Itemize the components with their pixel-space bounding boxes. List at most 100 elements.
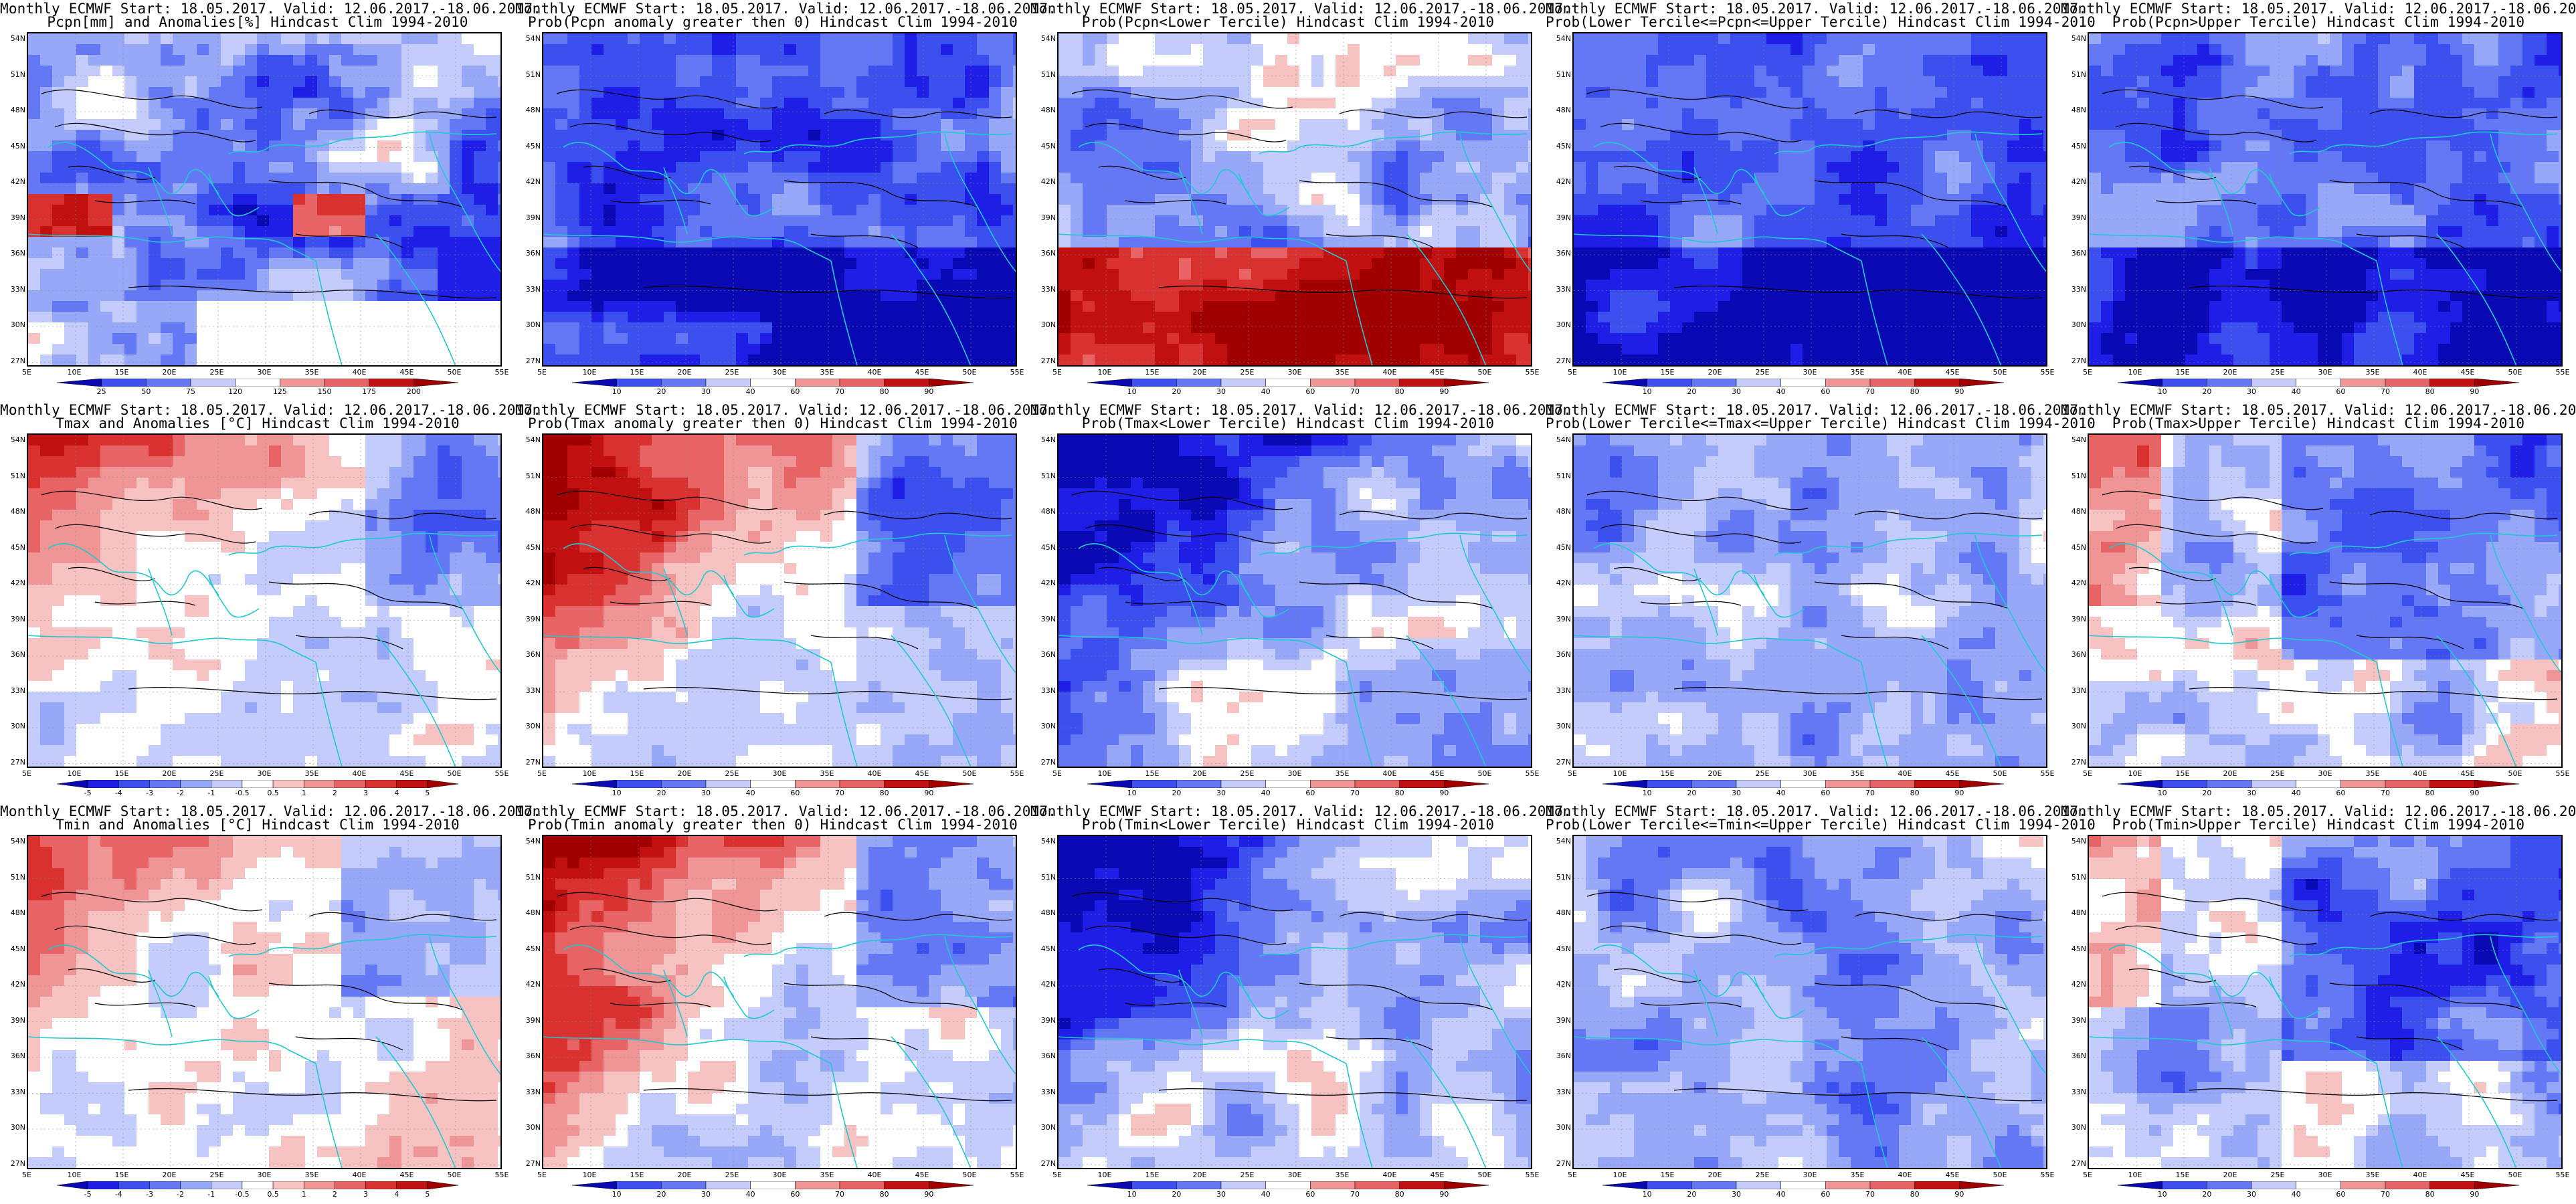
field-cell: [1718, 162, 1731, 173]
field-cell: [52, 269, 65, 280]
field-cell: [329, 290, 342, 302]
field-cell: [616, 365, 628, 367]
field-cell: [977, 355, 990, 365]
field-cell: [1935, 66, 1948, 77]
lon-tick-label: 5E: [1052, 369, 1062, 377]
field-cell: [1083, 162, 1095, 173]
field-cell: [567, 312, 580, 323]
field-cell: [365, 87, 378, 98]
field-cell: [161, 87, 173, 98]
field-cell: [1516, 33, 1529, 45]
field-cell: [640, 344, 652, 355]
field-cell: [317, 162, 330, 173]
field-cell: [2031, 162, 2044, 173]
field-cell: [856, 365, 869, 367]
field-cell: [820, 44, 833, 56]
field-cell: [2031, 205, 2044, 216]
field-cell: [1155, 33, 1168, 45]
field-cell: [2019, 247, 2032, 259]
field-cell: [1372, 194, 1384, 205]
field-cell: [1528, 333, 1531, 344]
field-cell: [233, 280, 246, 291]
field-cell: [1754, 55, 1767, 66]
field-cell: [112, 290, 125, 302]
field-cell: [700, 55, 713, 66]
field-cell: [269, 247, 282, 259]
field-cell: [1742, 226, 1755, 237]
field-cell: [1610, 205, 1623, 216]
field-cell: [989, 237, 1002, 248]
field-cell: [426, 173, 438, 184]
field-cell: [1323, 205, 1336, 216]
field-cell: [1227, 119, 1240, 130]
field-cell: [40, 258, 53, 270]
colorbar-segment: [572, 379, 617, 387]
field-cell: [1167, 183, 1180, 195]
field-cell: [688, 312, 701, 323]
field-cell: [2007, 151, 2020, 163]
field-cell: [1396, 66, 1408, 77]
field-cell: [736, 365, 749, 367]
field-cell: [1959, 108, 1972, 120]
field-cell: [1670, 247, 1683, 259]
field-cell: [2019, 258, 2032, 270]
field-cell: [197, 301, 209, 312]
field-cell: [1730, 215, 1743, 227]
field-cell: [1706, 108, 1719, 120]
field-cell: [197, 312, 209, 323]
field-cell: [1348, 312, 1360, 323]
field-cell: [1311, 119, 1324, 130]
lon-tick-label: 45E: [400, 369, 414, 377]
field-cell: [1432, 290, 1445, 302]
field-cell: [233, 76, 246, 88]
field-cell: [377, 301, 390, 312]
field-cell: [1360, 237, 1372, 248]
field-cell: [1480, 290, 1493, 302]
field-cell: [676, 344, 688, 355]
field-cell: [1155, 87, 1168, 98]
field-cell: [185, 33, 197, 45]
field-cell: [1311, 344, 1324, 355]
field-cell: [124, 162, 137, 173]
field-cell: [1131, 355, 1143, 365]
field-cell: [1959, 173, 1972, 184]
field-cell: [1215, 247, 1228, 259]
field-cell: [88, 76, 101, 88]
field-cell: [281, 44, 294, 56]
field-cell: [965, 183, 978, 195]
field-cell: [784, 247, 797, 259]
field-cell: [245, 98, 258, 109]
field-cell: [1263, 183, 1276, 195]
field-cell: [1191, 130, 1204, 141]
field-cell: [1444, 130, 1457, 141]
field-cell: [628, 237, 640, 248]
field-cell: [1143, 151, 1156, 163]
field-cell: [245, 322, 258, 334]
field-cell: [341, 194, 354, 205]
field-cell: [136, 237, 149, 248]
field-cell: [1167, 258, 1180, 270]
field-cell: [269, 344, 282, 355]
field-cell: [652, 162, 664, 173]
field-cell: [1658, 66, 1671, 77]
field-cell: [1323, 151, 1336, 163]
field-cell: [100, 173, 113, 184]
field-cell: [893, 333, 905, 344]
field-cell: [1119, 237, 1131, 248]
lon-tick-label: 35E: [305, 369, 319, 377]
field-cell: [209, 66, 221, 77]
field-cell: [1372, 33, 1384, 45]
field-cell: [796, 355, 809, 365]
field-cell: [1107, 269, 1119, 280]
field-cell: [221, 44, 234, 56]
field-cell: [543, 333, 556, 344]
field-cell: [1083, 108, 1095, 120]
field-cell: [1275, 344, 1288, 355]
field-cell: [1179, 365, 1192, 367]
field-cell: [1947, 237, 1960, 248]
field-cell: [820, 98, 833, 109]
field-cell: [1239, 247, 1252, 259]
field-cell: [579, 87, 592, 98]
field-cell: [808, 344, 821, 355]
field-cell: [281, 215, 294, 227]
